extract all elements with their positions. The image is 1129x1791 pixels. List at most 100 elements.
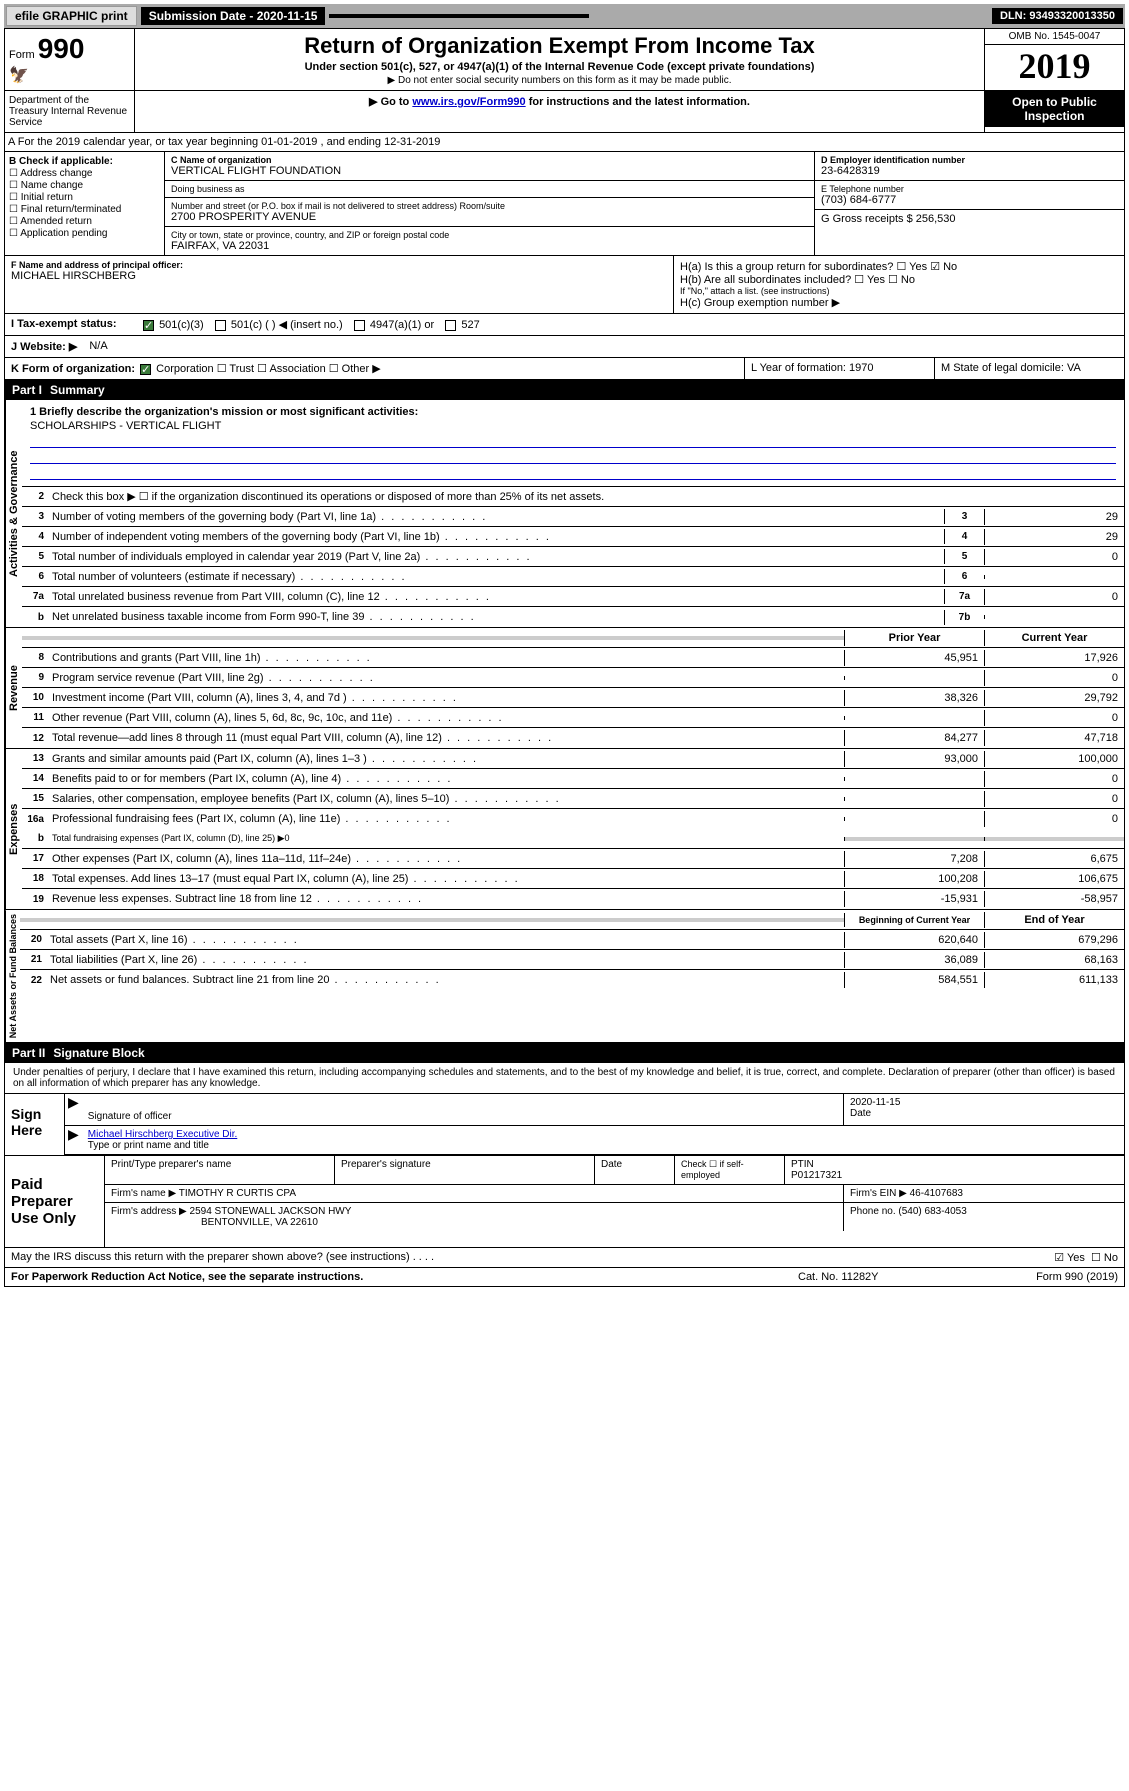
- line-value: 0: [984, 589, 1124, 605]
- chk-501c3[interactable]: [143, 320, 154, 331]
- h-b-note: If "No," attach a list. (see instruction…: [680, 286, 1118, 296]
- officer-label: F Name and address of principal officer:: [11, 260, 667, 270]
- current-value: 0: [984, 811, 1124, 827]
- row-a: A For the 2019 calendar year, or tax yea…: [4, 133, 1125, 152]
- line-text: Grants and similar amounts paid (Part IX…: [48, 751, 844, 767]
- current-value: 6,675: [984, 851, 1124, 867]
- prior-value: [844, 777, 984, 781]
- prior-value: 38,326: [844, 690, 984, 706]
- chk-initial[interactable]: ☐ Initial return: [9, 192, 160, 203]
- discuss-question: May the IRS discuss this return with the…: [11, 1251, 1054, 1264]
- current-value: 0: [984, 710, 1124, 726]
- org-name: VERTICAL FLIGHT FOUNDATION: [171, 165, 808, 177]
- line-text: Total assets (Part X, line 16): [46, 932, 844, 948]
- main-title: Return of Organization Exempt From Incom…: [139, 33, 980, 59]
- perjury-text: Under penalties of perjury, I declare th…: [5, 1063, 1124, 1094]
- street-address: 2700 PROSPERITY AVENUE: [171, 211, 808, 223]
- side-net: Net Assets or Fund Balances: [5, 910, 20, 1042]
- top-bar: efile GRAPHIC print Submission Date - 20…: [4, 4, 1125, 28]
- state-domicile: M State of legal domicile: VA: [934, 358, 1124, 379]
- firm-name: TIMOTHY R CURTIS CPA: [179, 1188, 296, 1199]
- prior-value: [844, 716, 984, 720]
- prior-value: 584,551: [844, 972, 984, 988]
- line-text: Net unrelated business taxable income fr…: [48, 609, 944, 625]
- chk-amended[interactable]: ☐ Amended return: [9, 216, 160, 227]
- line-value: 0: [984, 549, 1124, 565]
- discuss-yes[interactable]: ☑ Yes: [1054, 1251, 1085, 1264]
- ptin-value: P01217321: [791, 1170, 1118, 1181]
- prior-value: -15,931: [844, 891, 984, 907]
- prior-value: 84,277: [844, 730, 984, 746]
- prior-value: 7,208: [844, 851, 984, 867]
- line-text: Salaries, other compensation, employee b…: [48, 791, 844, 807]
- dln: DLN: 93493320013350: [992, 8, 1123, 24]
- city-label: City or town, state or province, country…: [171, 230, 808, 240]
- part-1-header: Part I Summary: [4, 380, 1125, 400]
- prior-value: 45,951: [844, 650, 984, 666]
- line-text: Net assets or fund balances. Subtract li…: [46, 972, 844, 988]
- prior-value: 100,208: [844, 871, 984, 887]
- open-public: Open to Public Inspection: [985, 91, 1124, 127]
- ptin-label: PTIN: [791, 1159, 1118, 1170]
- year-formation: L Year of formation: 1970: [744, 358, 934, 379]
- irs-link[interactable]: www.irs.gov/Form990: [412, 96, 525, 108]
- chk-pending[interactable]: ☐ Application pending: [9, 228, 160, 239]
- line-text: Total liabilities (Part X, line 26): [46, 952, 844, 968]
- prior-value: [844, 797, 984, 801]
- line-text: Other revenue (Part VIII, column (A), li…: [48, 710, 844, 726]
- firm-phone: (540) 683-4053: [898, 1206, 966, 1217]
- prep-date-hdr: Date: [595, 1156, 675, 1184]
- form-header: Form 990 🦅 Return of Organization Exempt…: [4, 28, 1125, 91]
- discuss-no[interactable]: ☐ No: [1091, 1251, 1118, 1264]
- chk-address[interactable]: ☐ Address change: [9, 168, 160, 179]
- note-1: ▶ Do not enter social security numbers o…: [139, 75, 980, 86]
- hdr-prior: Prior Year: [844, 630, 984, 646]
- efile-btn[interactable]: efile GRAPHIC print: [6, 6, 137, 26]
- prior-value: [844, 676, 984, 680]
- name-label: C Name of organization: [171, 155, 808, 165]
- line-text: Number of voting members of the governin…: [48, 509, 944, 525]
- spacer-btn: [329, 14, 589, 18]
- paid-preparer-label: Paid Preparer Use Only: [5, 1156, 105, 1247]
- line-text: Number of independent voting members of …: [48, 529, 944, 545]
- current-value: 100,000: [984, 751, 1124, 767]
- line-text: Other expenses (Part IX, column (A), lin…: [48, 851, 844, 867]
- prep-name-hdr: Print/Type preparer's name: [105, 1156, 335, 1184]
- form-prefix: Form: [9, 49, 35, 61]
- dept-label: Department of the Treasury Internal Reve…: [5, 91, 135, 132]
- current-value: 29,792: [984, 690, 1124, 706]
- side-governance: Activities & Governance: [5, 400, 22, 627]
- row-j-label: J Website: ▶: [5, 336, 83, 357]
- chk-name[interactable]: ☐ Name change: [9, 180, 160, 191]
- current-value: 679,296: [984, 932, 1124, 948]
- phone-value: (703) 684-6777: [821, 194, 1118, 206]
- line-text: Investment income (Part VIII, column (A)…: [48, 690, 844, 706]
- prep-sig-hdr: Preparer's signature: [335, 1156, 595, 1184]
- city-state-zip: FAIRFAX, VA 22031: [171, 240, 808, 252]
- tax-status: 501(c)(3) 501(c) ( ) ◀ (insert no.) 4947…: [135, 314, 1124, 335]
- mission-block: 1 Briefly describe the organization's mi…: [22, 400, 1124, 487]
- line-value: [984, 575, 1124, 579]
- subtitle: Under section 501(c), 527, or 4947(a)(1)…: [139, 61, 980, 73]
- current-value: 68,163: [984, 952, 1124, 968]
- hdr-current: Current Year: [984, 630, 1124, 646]
- firm-addr1: 2594 STONEWALL JACKSON HWY: [190, 1206, 352, 1217]
- side-revenue: Revenue: [5, 628, 22, 748]
- ein-value: 23-6428319: [821, 165, 1118, 177]
- line-text: Program service revenue (Part VIII, line…: [48, 670, 844, 686]
- current-value: 0: [984, 791, 1124, 807]
- self-emp-chk[interactable]: Check ☐ if self-employed: [675, 1156, 785, 1184]
- chk-final[interactable]: ☐ Final return/terminated: [9, 204, 160, 215]
- line-text: Total revenue—add lines 8 through 11 (mu…: [48, 730, 844, 746]
- gross-receipts: G Gross receipts $ 256,530: [815, 210, 1124, 228]
- h-a: H(a) Is this a group return for subordin…: [680, 260, 1118, 273]
- sig-officer-label: Signature of officer: [88, 1111, 837, 1122]
- tax-year: 2019: [985, 45, 1124, 87]
- line-text: Benefits paid to or for members (Part IX…: [48, 771, 844, 787]
- paperwork-notice: For Paperwork Reduction Act Notice, see …: [11, 1271, 798, 1283]
- phone-label: E Telephone number: [821, 184, 1118, 194]
- hdr-end: End of Year: [984, 912, 1124, 928]
- current-value: 17,926: [984, 650, 1124, 666]
- submission-date: Submission Date - 2020-11-15: [141, 7, 326, 25]
- chk-corp[interactable]: [140, 364, 151, 375]
